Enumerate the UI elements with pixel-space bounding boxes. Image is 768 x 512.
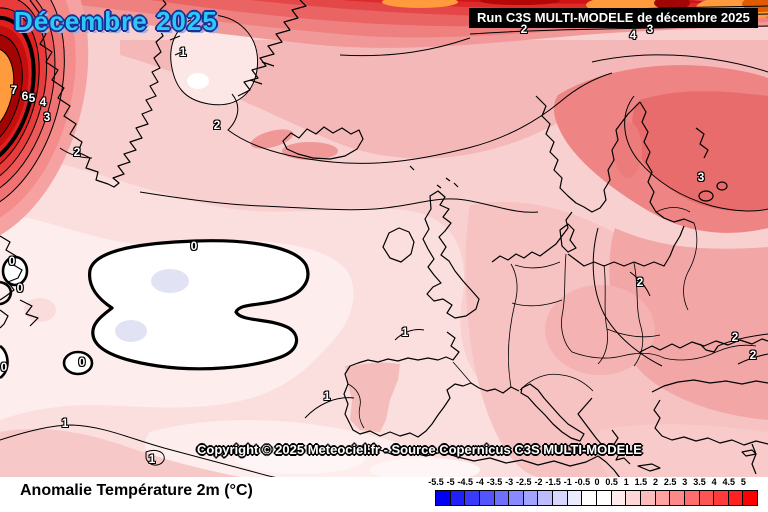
- country-borders: [347, 207, 757, 429]
- color-scale-tick: 0: [594, 477, 600, 487]
- map-legend-title: Anomalie Température 2m (°C): [20, 482, 253, 499]
- color-scale-ticks: -5.5 -5 -4.5 -4 -3.5 -3 -2.5 -2 -1.5 -1 -0.5 0 0.5 1 1…: [428, 477, 758, 489]
- color-scale-cell: [727, 490, 744, 506]
- color-scale-tick: 4: [711, 477, 717, 487]
- copyright-text: Copyright © 2025 Meteociel.fr - Source C…: [197, 442, 642, 457]
- color-scale-tick: 1: [623, 477, 629, 487]
- color-scale-cell: [464, 490, 480, 506]
- color-scale-bar: [435, 490, 759, 506]
- color-scale-cell: [449, 490, 466, 506]
- color-scale-cell: [698, 490, 715, 506]
- color-scale-cell: [596, 490, 612, 506]
- color-scale-cell: [683, 490, 700, 506]
- color-scale-tick: 2: [653, 477, 659, 487]
- zero-contour: [0, 239, 310, 380]
- color-scale-tick: -1: [563, 477, 572, 487]
- hotspot-rings: [0, 0, 89, 247]
- color-scale-cell: [435, 490, 451, 506]
- color-scale-cell: [639, 490, 656, 506]
- color-scale-cell: [610, 490, 627, 506]
- color-scale-cell: [478, 490, 495, 506]
- color-scale-tick: 1.5: [634, 477, 648, 487]
- weather-map: Décembre 2025 Run C3S MULTI-MODELE de dé…: [0, 0, 768, 478]
- color-scale-tick: -2: [534, 477, 543, 487]
- color-scale-cell: [566, 490, 583, 506]
- color-scale-tick: -5: [446, 477, 455, 487]
- color-scale: -5.5 -5 -4.5 -4 -3.5 -3 -2.5 -2 -1.5 -1 -0.5 0 0.5 1 1…: [428, 477, 760, 506]
- color-scale-tick: -1.5: [545, 477, 561, 487]
- color-scale-tick: -0.5: [574, 477, 591, 487]
- color-scale-cell: [508, 490, 524, 506]
- color-scale-tick: 3: [682, 477, 688, 487]
- color-scale-cell: [654, 490, 671, 506]
- color-scale-tick: -4: [475, 477, 484, 487]
- color-scale-tick: 0.5: [605, 477, 618, 487]
- color-scale-tick: 2.5: [663, 477, 677, 487]
- color-scale-cell: [625, 490, 641, 506]
- color-scale-cell: [742, 490, 759, 506]
- color-scale-tick: -3.5: [486, 477, 503, 487]
- color-scale-tick: 5: [740, 477, 746, 487]
- color-scale-cell: [581, 490, 598, 506]
- color-scale-tick: -4.5: [457, 477, 474, 487]
- color-scale-tick: -3: [505, 477, 514, 487]
- footer-bar: Anomalie Température 2m (°C) -5.5 -5 -4.5-…: [0, 477, 768, 512]
- color-scale-tick: -2.5: [516, 477, 532, 487]
- anomaly-map-graphic: [0, 0, 768, 478]
- color-scale-tick: 4.5: [722, 477, 735, 487]
- color-scale-cell: [669, 490, 685, 506]
- color-scale-tick: 3.5: [693, 477, 706, 487]
- color-scale-tick: -5.5: [428, 477, 444, 487]
- coastlines: [0, 0, 768, 478]
- map-title: Décembre 2025: [14, 6, 218, 36]
- run-label: Run C3S MULTI-MODELE de décembre 2025: [469, 8, 758, 28]
- color-scale-cell: [713, 490, 729, 506]
- color-scale-cell: [522, 490, 539, 506]
- color-scale-cell: [537, 490, 554, 506]
- color-scale-cell: [493, 490, 510, 506]
- color-scale-cell: [552, 490, 568, 506]
